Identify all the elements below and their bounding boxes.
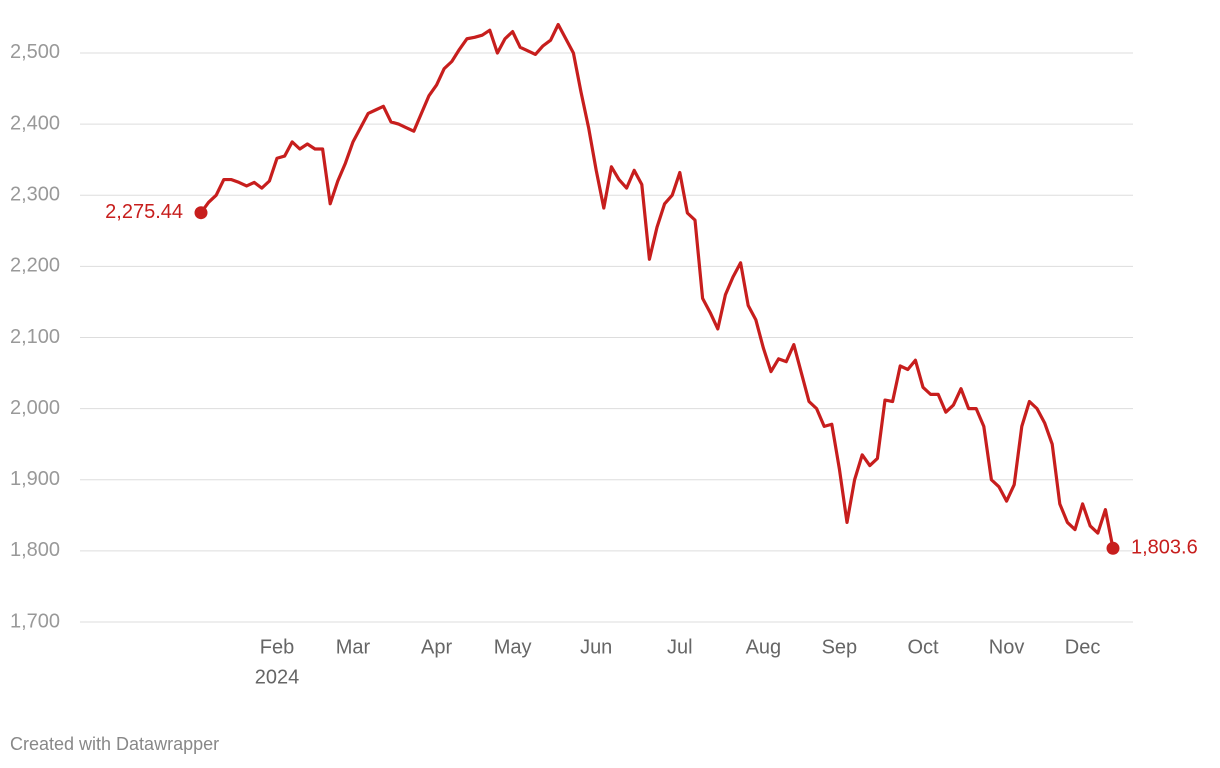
footer: Created with Datawrapper [10, 734, 219, 754]
y-tick-label: 1,900 [10, 468, 60, 490]
x-tick-label: Jul [667, 636, 693, 658]
x-tick-label: Aug [746, 636, 782, 658]
y-tick-label: 2,500 [10, 41, 60, 63]
y-tick-label: 2,000 [10, 397, 60, 419]
x-tick-label: Dec [1065, 636, 1101, 658]
x-tick-label: Oct [907, 636, 939, 658]
line [199, 22, 1115, 549]
value-label: 1,803.6 [1131, 537, 1198, 559]
x-tick-label: Jun [580, 636, 612, 658]
x-tick-label: Sep [822, 636, 858, 658]
y-tick-label: 1,800 [10, 539, 60, 561]
y-tick-label: 2,200 [10, 255, 60, 277]
y-tick-label: 1,700 [10, 610, 60, 632]
x-tick-label: Mar [336, 636, 371, 658]
y-tick-label: 2,300 [10, 184, 60, 206]
end-dot [1106, 541, 1120, 555]
end-dot [194, 206, 208, 220]
y-tick-label: 2,400 [10, 112, 60, 134]
x-tick-label: Nov [989, 636, 1025, 658]
x-tick-label: May [494, 636, 532, 658]
value-label: 2,275.44 [105, 201, 183, 223]
y-tick-label: 2,100 [10, 326, 60, 348]
x-tick-label: Feb [260, 636, 294, 658]
x-year-label: 2024 [255, 666, 300, 688]
x-tick-label: Apr [421, 636, 452, 658]
